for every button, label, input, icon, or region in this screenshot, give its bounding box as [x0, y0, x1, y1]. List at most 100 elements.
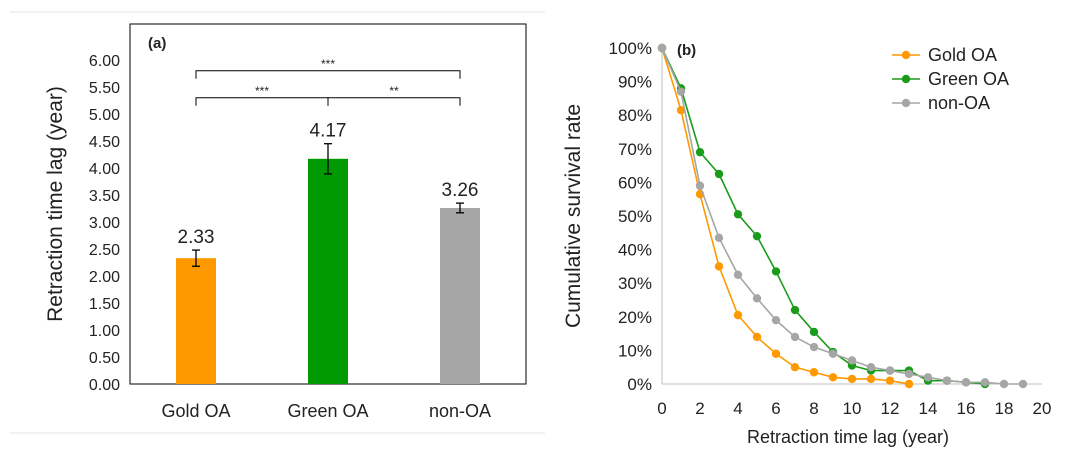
y-tick-label: 3.00: [89, 215, 120, 232]
data-point: [733, 210, 743, 219]
data-point: [923, 373, 933, 382]
y-tick-label: 30%: [618, 274, 652, 293]
y-tick-label: 3.50: [89, 188, 120, 205]
x-axis-title-b: Retraction time lag (year): [747, 427, 949, 447]
data-point: [752, 294, 762, 303]
data-point: [904, 369, 914, 379]
y-tick-label: 10%: [618, 341, 652, 360]
significance-label: **: [389, 84, 399, 98]
data-point: [676, 87, 686, 96]
x-tick-label: 4: [733, 399, 742, 418]
bar: [440, 207, 480, 384]
data-point: [695, 147, 705, 157]
data-point: [847, 374, 857, 384]
x-tick-label: 8: [809, 399, 818, 418]
significance-label: ***: [321, 57, 335, 71]
legend-marker: [901, 98, 911, 108]
data-point: [866, 374, 876, 384]
x-tick-label: 18: [995, 399, 1014, 418]
data-point: [847, 356, 857, 365]
axes: 0% 10% 20% 30% 40% 50% 60% 70% 80% 90% 100% 0 2 4 6 8 10…: [609, 39, 1052, 418]
bar-value-label: 2.33: [178, 227, 215, 248]
legend-label: Gold OA: [928, 45, 997, 65]
y-axis-title: Retraction time lag (year): [44, 86, 67, 322]
panel-label-a: (a): [148, 35, 166, 52]
y-tick-label: 0%: [627, 375, 652, 394]
data-point: [714, 169, 724, 179]
x-tick-label: Gold OA: [161, 401, 230, 421]
data-point: [809, 327, 819, 337]
data-point: [809, 368, 819, 377]
data-point: [885, 366, 895, 375]
bars: 2.33 4.17 3.26: [176, 121, 480, 384]
legend-label: Green OA: [928, 69, 1009, 89]
y-tick-label: 90%: [618, 73, 652, 92]
legend-marker: [901, 74, 911, 84]
data-point: [790, 305, 800, 315]
data-point: [790, 363, 800, 372]
data-point: [809, 342, 819, 352]
data-point: [695, 181, 705, 190]
y-axis-title-b: Cumulative survival rate: [562, 104, 585, 328]
data-point: [771, 349, 781, 358]
y-tick-label: 40%: [618, 241, 652, 260]
series-lines: [657, 43, 1028, 389]
bar: [308, 158, 348, 384]
y-tick-label: 1.50: [89, 296, 120, 313]
y-tick-label: 5.50: [89, 80, 120, 97]
y-axis-ticks: 0.00 0.50 1.00 1.50 2.00 2.50 3.00 3.50 4.00 4.50…: [89, 53, 120, 394]
y-tick-label: 60%: [618, 173, 652, 192]
bar-value-label: 3.26: [442, 180, 479, 201]
significance-bracket: [327, 97, 461, 106]
x-axis-labels: Gold OA Green OA non-OA: [161, 401, 491, 421]
legend: Gold OA Green OA non-OA: [892, 45, 1009, 113]
x-tick-label: 16: [957, 399, 976, 418]
x-tick-label: 20: [1033, 399, 1052, 418]
x-tick-label: 12: [881, 399, 900, 418]
data-point: [733, 270, 743, 279]
y-tick-label: 0.50: [89, 350, 120, 367]
data-point: [714, 262, 724, 271]
data-point: [828, 349, 838, 358]
data-point: [790, 332, 800, 342]
data-point: [942, 376, 952, 385]
bar-chart-panel-a: (a) Retraction time lag (year) 0.00 0.50 1…: [10, 11, 545, 434]
data-point: [980, 378, 990, 387]
x-tick-label: 10: [843, 399, 862, 418]
x-tick-label: 0: [657, 399, 666, 418]
legend-label: non-OA: [928, 93, 990, 113]
y-tick-label: 6.00: [89, 53, 120, 70]
bar: [176, 258, 216, 384]
y-tick-label: 100%: [609, 39, 652, 58]
y-tick-label: 50%: [618, 207, 652, 226]
x-tick-label: Green OA: [287, 401, 368, 421]
x-tick-label: 2: [695, 399, 704, 418]
y-tick-label: 2.50: [89, 242, 120, 259]
series-line: [661, 47, 910, 385]
significance-brackets: ****** **: [195, 57, 461, 106]
y-tick-label: 5.00: [89, 107, 120, 124]
y-tick-label: 80%: [618, 106, 652, 125]
y-tick-label: 20%: [618, 308, 652, 327]
x-tick-label: 14: [919, 399, 938, 418]
significance-label: ***: [255, 84, 269, 98]
y-tick-label: 1.00: [89, 323, 120, 340]
y-tick-label: 0.00: [89, 377, 120, 394]
data-point: [752, 231, 762, 241]
y-tick-label: 2.00: [89, 269, 120, 286]
x-tick-label: non-OA: [429, 401, 491, 421]
data-point: [752, 332, 762, 342]
data-point: [676, 105, 686, 115]
data-point: [866, 363, 876, 372]
data-point: [657, 43, 667, 53]
legend-marker: [901, 50, 911, 60]
data-point: [999, 379, 1009, 389]
data-point: [904, 379, 914, 389]
x-tick-label: 6: [771, 399, 780, 418]
y-tick-label: 4.50: [89, 134, 120, 151]
bar-value-label: 4.17: [310, 121, 347, 142]
line-chart-panel-b: (b) Cumulative survival rate Retraction …: [562, 39, 1052, 447]
data-point: [961, 378, 971, 387]
significance-bracket: [195, 70, 461, 79]
significance-bracket: [195, 97, 329, 106]
